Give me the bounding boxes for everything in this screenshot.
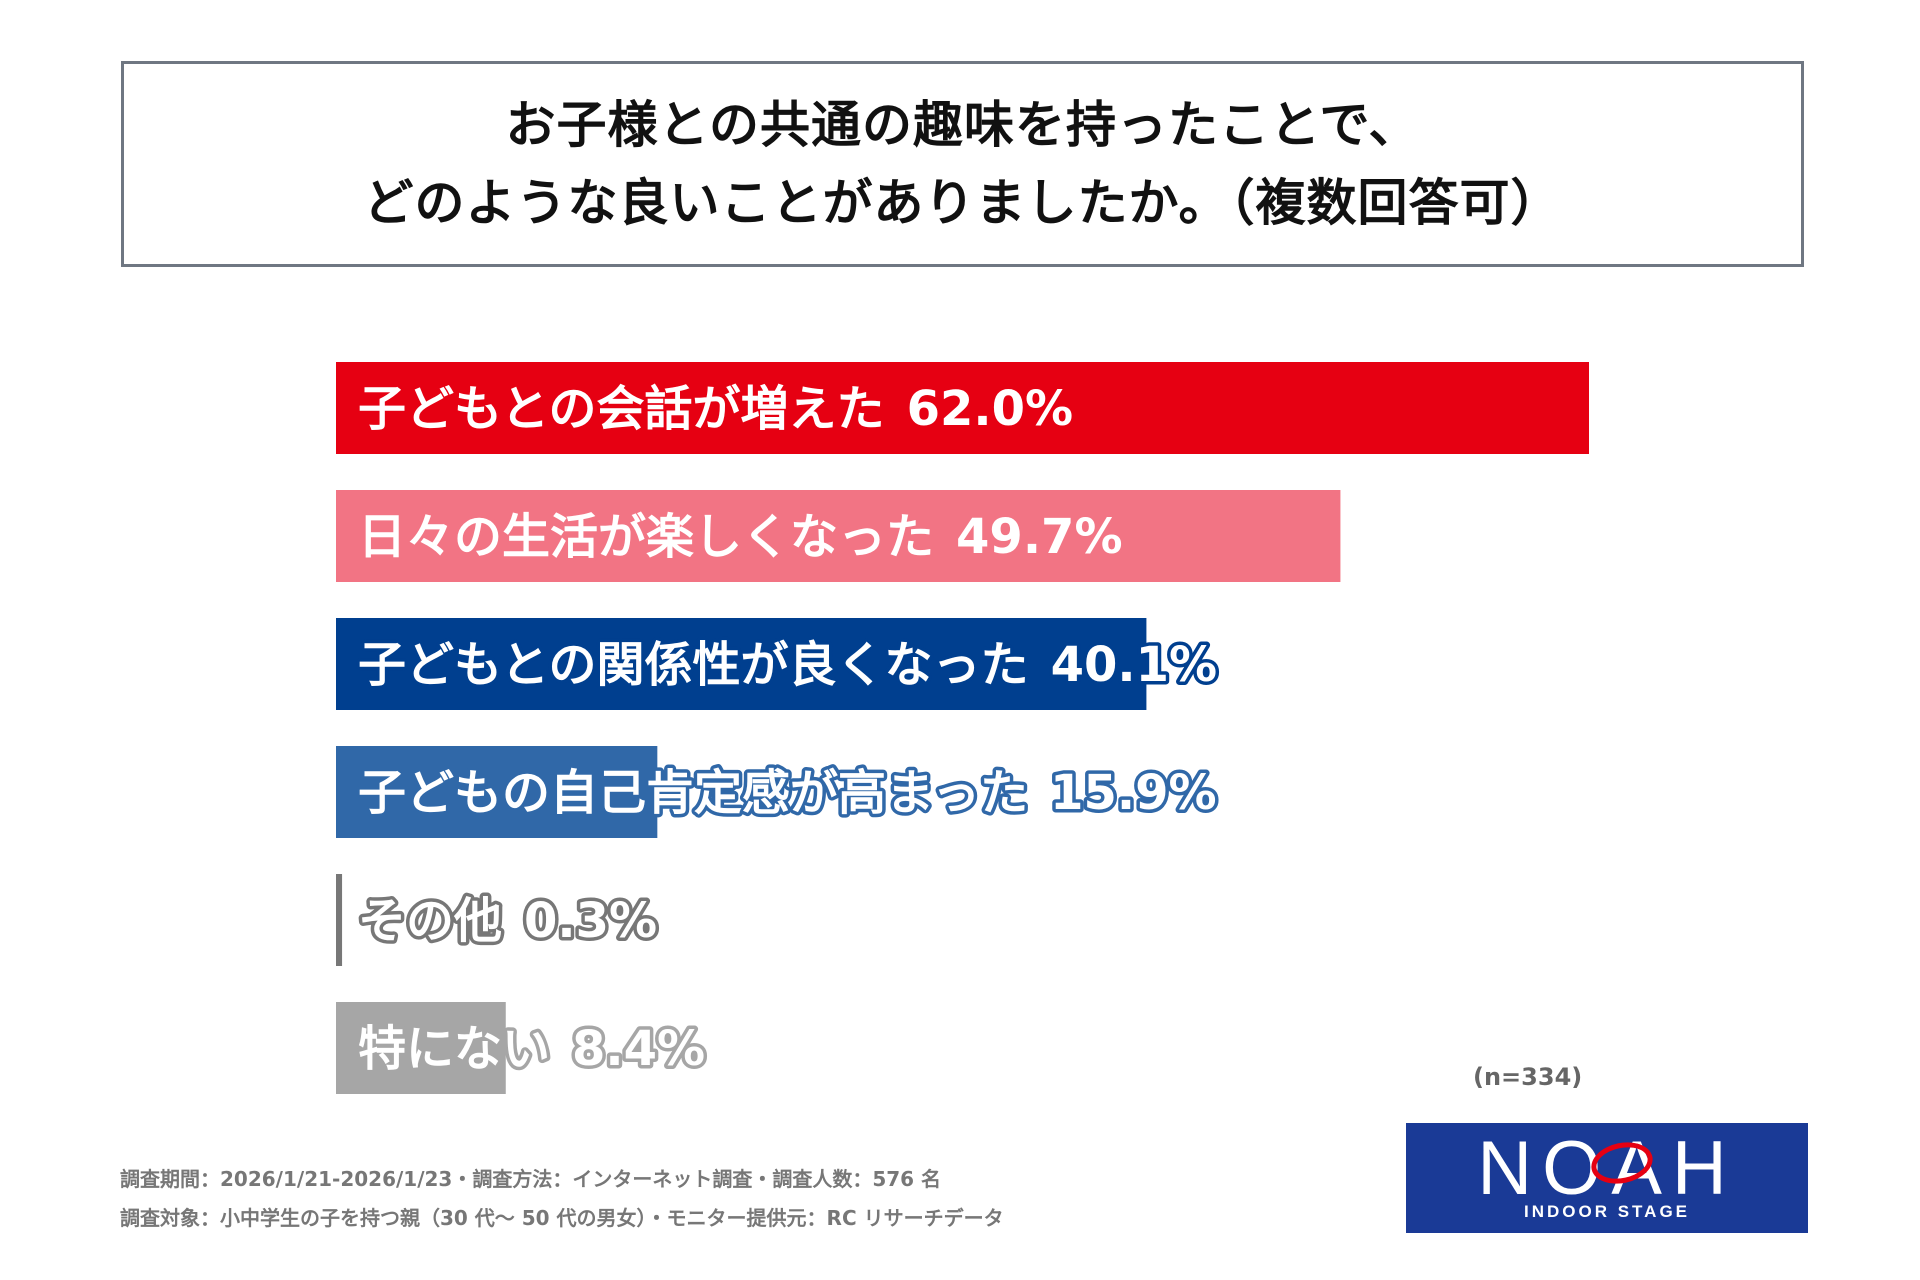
bar-4: [336, 746, 658, 838]
bar-3: [336, 618, 1147, 710]
bar-category-label-6: 特にない: [358, 1021, 550, 1077]
logo-wordmark: NOAH: [1477, 1126, 1737, 1211]
bar-category-label-5: その他: [358, 893, 502, 949]
bar-1: [336, 362, 1589, 454]
bar-category-label-3: 子どもとの関係性が良くなった: [358, 637, 1029, 693]
bar-value-label-1: 62.0%: [907, 381, 1074, 437]
bar-label-4: 子どもの自己肯定感が高まった 15.9%: [358, 765, 1217, 821]
bar-value-label-3: 40.1%: [1051, 637, 1218, 693]
bar-value-label-4: 15.9%: [1050, 765, 1217, 821]
bar-value-label-6: 8.4%: [572, 1021, 705, 1077]
bar-label-3: 子どもとの関係性が良くなった 40.1%: [358, 637, 1217, 693]
bar-value-label-5: 0.3%: [524, 893, 657, 949]
bar-label-6: 特にない 8.4%: [358, 1021, 705, 1077]
bar-5: [336, 874, 343, 966]
bar-label-1: 子どもとの会話が増えた 62.0%: [358, 381, 1073, 437]
logo-subtitle: INDOOR STAGE: [1523, 1202, 1691, 1221]
footnote-survey-period: 調査期間：2026/1/21-2026/1/23・調査方法：インターネット調査・…: [120, 1167, 942, 1191]
title-box: お子様との共通の趣味を持ったことで、 どのような良いことがありましたか。（複数回…: [121, 61, 1804, 267]
chart-title-line-1: お子様との共通の趣味を持ったことで、: [505, 96, 1420, 154]
bar-value-label-2: 49.7%: [956, 509, 1123, 565]
bar-category-label-4: 子どもの自己肯定感が高まった: [358, 765, 1028, 821]
bar-6: [336, 1002, 506, 1094]
chart-title-line-2: どのような良いことがありましたか。（複数回答可）: [363, 174, 1562, 232]
bar-category-label-1: 子どもとの会話が増えた: [358, 381, 885, 437]
bar-category-label-2: 日々の生活が楽しくなった: [358, 509, 934, 565]
bar-label-5: その他 0.3%: [358, 893, 657, 949]
bar-label-2: 日々の生活が楽しくなった 49.7%: [358, 509, 1123, 565]
sample-size-label: (n=334): [1473, 1063, 1583, 1091]
noah-logo: NOAH INDOOR STAGE: [1406, 1123, 1808, 1233]
footnote-survey-target: 調査対象：小中学生の子を持つ親（30 代～ 50 代の男女）・モニター提供元：R…: [120, 1206, 1004, 1230]
bar-2: [336, 490, 1341, 582]
